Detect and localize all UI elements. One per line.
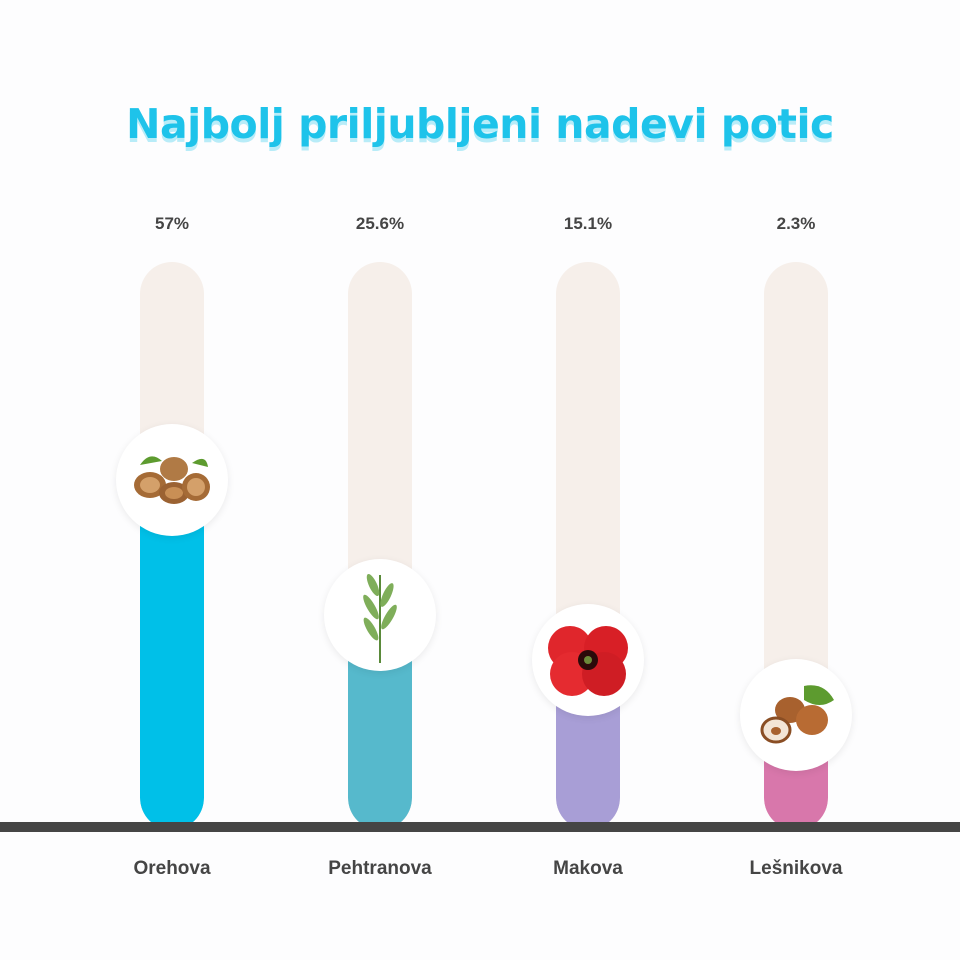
bar-track [140,262,204,830]
bar-track [556,262,620,830]
category-label: Lešnikova [749,858,843,879]
walnut-icon [116,423,228,536]
category-label: Pehtranova [328,858,432,879]
poppy-icon [532,604,644,717]
value-label: 15.1% [563,214,613,233]
hazelnut-icon [740,659,852,772]
category-label: Orehova [133,858,211,879]
x-axis-line [0,822,960,832]
tarragon-icon [324,558,436,671]
category-label: Makova [553,858,623,879]
value-label: 25.6% [355,214,405,233]
bar-track [348,262,412,830]
value-label: 2.3% [776,214,816,233]
chart-title: Najbolj priljubljeni nadevi potic [126,100,834,148]
value-label: 57% [154,214,190,233]
